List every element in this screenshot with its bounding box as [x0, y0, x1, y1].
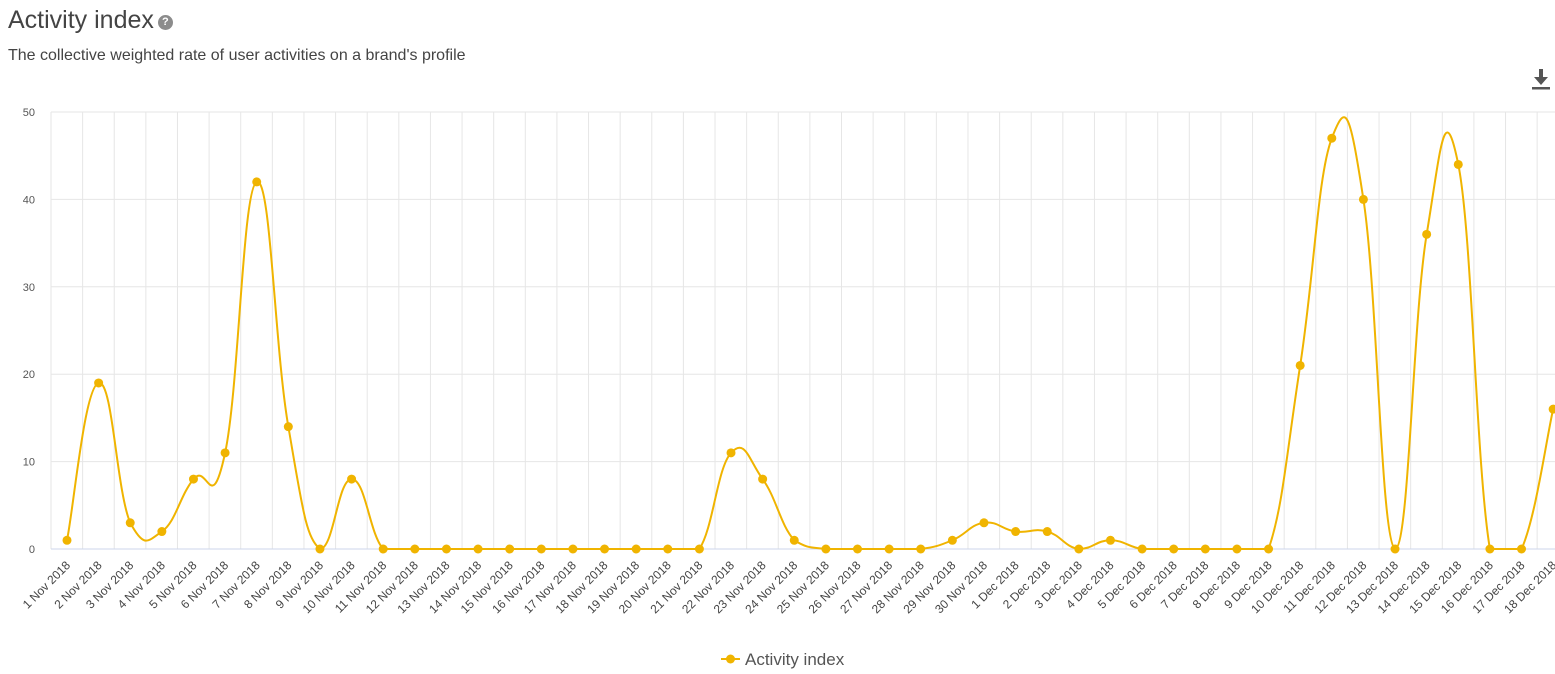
- data-point[interactable]: [1548, 404, 1555, 414]
- data-point[interactable]: [947, 535, 957, 545]
- data-point[interactable]: [1264, 544, 1274, 554]
- y-tick-label: 30: [23, 282, 35, 294]
- chart-legend[interactable]: Activity index: [721, 650, 845, 669]
- data-point[interactable]: [125, 518, 135, 528]
- y-tick-label: 10: [23, 457, 35, 469]
- data-point[interactable]: [536, 544, 546, 554]
- data-point[interactable]: [663, 544, 673, 554]
- data-point[interactable]: [726, 448, 736, 458]
- data-point[interactable]: [1137, 544, 1147, 554]
- series-line: [66, 116, 1555, 551]
- data-point[interactable]: [441, 544, 451, 554]
- data-point[interactable]: [853, 544, 862, 554]
- data-point[interactable]: [1517, 544, 1527, 554]
- data-point[interactable]: [1422, 229, 1432, 239]
- data-point[interactable]: [694, 544, 704, 554]
- data-point[interactable]: [916, 544, 926, 554]
- chart-subtitle: The collective weighted rate of user act…: [8, 47, 466, 64]
- data-point[interactable]: [188, 474, 198, 484]
- y-tick-label: 50: [23, 107, 35, 119]
- y-tick-label: 20: [23, 369, 35, 381]
- page-title: Activity index?: [8, 6, 173, 35]
- data-point[interactable]: [568, 544, 578, 554]
- data-point[interactable]: [758, 474, 768, 484]
- data-point[interactable]: [220, 448, 230, 458]
- data-point[interactable]: [789, 535, 799, 545]
- data-point[interactable]: [505, 544, 515, 554]
- data-point[interactable]: [410, 544, 420, 554]
- series-activity-index: [62, 116, 1555, 554]
- chart-title: Activity index: [8, 6, 154, 34]
- data-point[interactable]: [1105, 535, 1115, 545]
- y-axis: 0 10 20 30 40 50: [23, 107, 35, 556]
- question-circle-icon[interactable]: ?: [157, 15, 173, 30]
- data-point[interactable]: [1074, 544, 1084, 554]
- data-point[interactable]: [979, 518, 989, 528]
- legend-label[interactable]: Activity index: [745, 650, 845, 669]
- data-point[interactable]: [1295, 360, 1305, 370]
- data-point[interactable]: [94, 378, 104, 388]
- data-point[interactable]: [1453, 159, 1463, 169]
- data-point[interactable]: [1232, 544, 1242, 554]
- data-point[interactable]: [884, 544, 894, 554]
- data-point[interactable]: [252, 177, 262, 187]
- y-tick-label: 0: [29, 544, 35, 556]
- data-point[interactable]: [1011, 527, 1021, 537]
- data-point[interactable]: [1042, 527, 1052, 537]
- data-point[interactable]: [1485, 544, 1495, 554]
- data-point[interactable]: [1358, 194, 1368, 204]
- data-point[interactable]: [1200, 544, 1210, 554]
- data-point[interactable]: [283, 422, 293, 432]
- chart-grid: [50, 111, 1555, 550]
- data-point[interactable]: [473, 544, 483, 554]
- data-point[interactable]: [1327, 133, 1337, 143]
- data-point[interactable]: [315, 544, 325, 554]
- data-point[interactable]: [1390, 544, 1400, 554]
- y-tick-label: 40: [23, 194, 35, 206]
- data-point[interactable]: [62, 535, 72, 545]
- data-point[interactable]: [631, 544, 641, 554]
- data-point[interactable]: [821, 544, 831, 554]
- data-point[interactable]: [347, 474, 357, 484]
- download-icon[interactable]: [1528, 66, 1554, 92]
- data-point[interactable]: [378, 544, 388, 554]
- data-point[interactable]: [600, 544, 610, 554]
- data-point[interactable]: [1169, 544, 1179, 554]
- data-point[interactable]: [157, 527, 167, 537]
- legend-marker: [726, 654, 735, 664]
